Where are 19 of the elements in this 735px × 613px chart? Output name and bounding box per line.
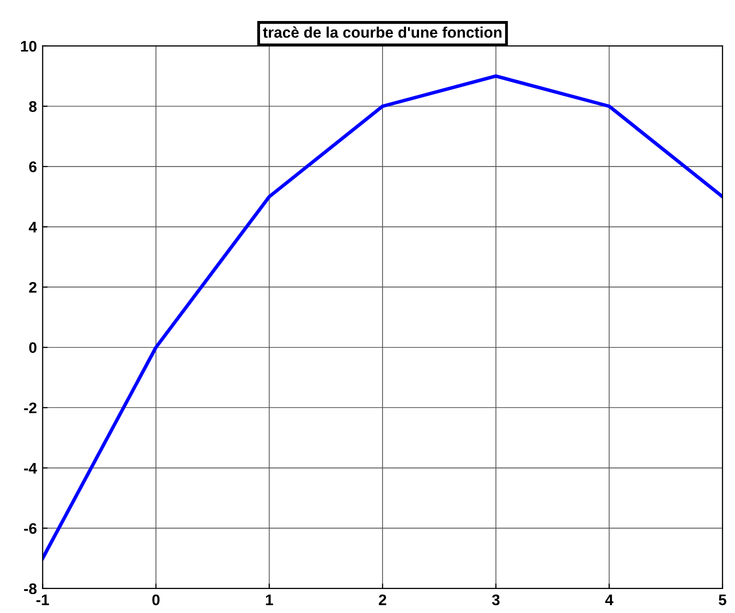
y-tick-label: -2 xyxy=(24,402,36,414)
y-tick-label: 2 xyxy=(29,282,36,293)
line-series xyxy=(42,74,723,560)
chart-title: tracè de la courbe d'une fonction xyxy=(262,26,502,38)
x-tick-label: -1 xyxy=(36,594,49,606)
x-tick-label: 4 xyxy=(605,594,614,606)
x-tick-label: 0 xyxy=(152,594,160,606)
y-tick-label: 0 xyxy=(29,342,36,354)
y-tick-label: 10 xyxy=(21,40,36,52)
y-tick-label: -4 xyxy=(24,462,37,474)
y-tick-label: 8 xyxy=(29,101,37,112)
x-tick-label: 5 xyxy=(718,594,726,606)
y-tick-label: -8 xyxy=(24,583,37,594)
y-tick-label: 4 xyxy=(28,222,37,232)
x-tick-label: 2 xyxy=(378,594,386,606)
y-tick-label: -6 xyxy=(24,523,37,534)
y-tick-label: 6 xyxy=(29,161,37,172)
x-tick-label: 1 xyxy=(266,594,274,606)
x-tick-label: 3 xyxy=(492,594,500,606)
